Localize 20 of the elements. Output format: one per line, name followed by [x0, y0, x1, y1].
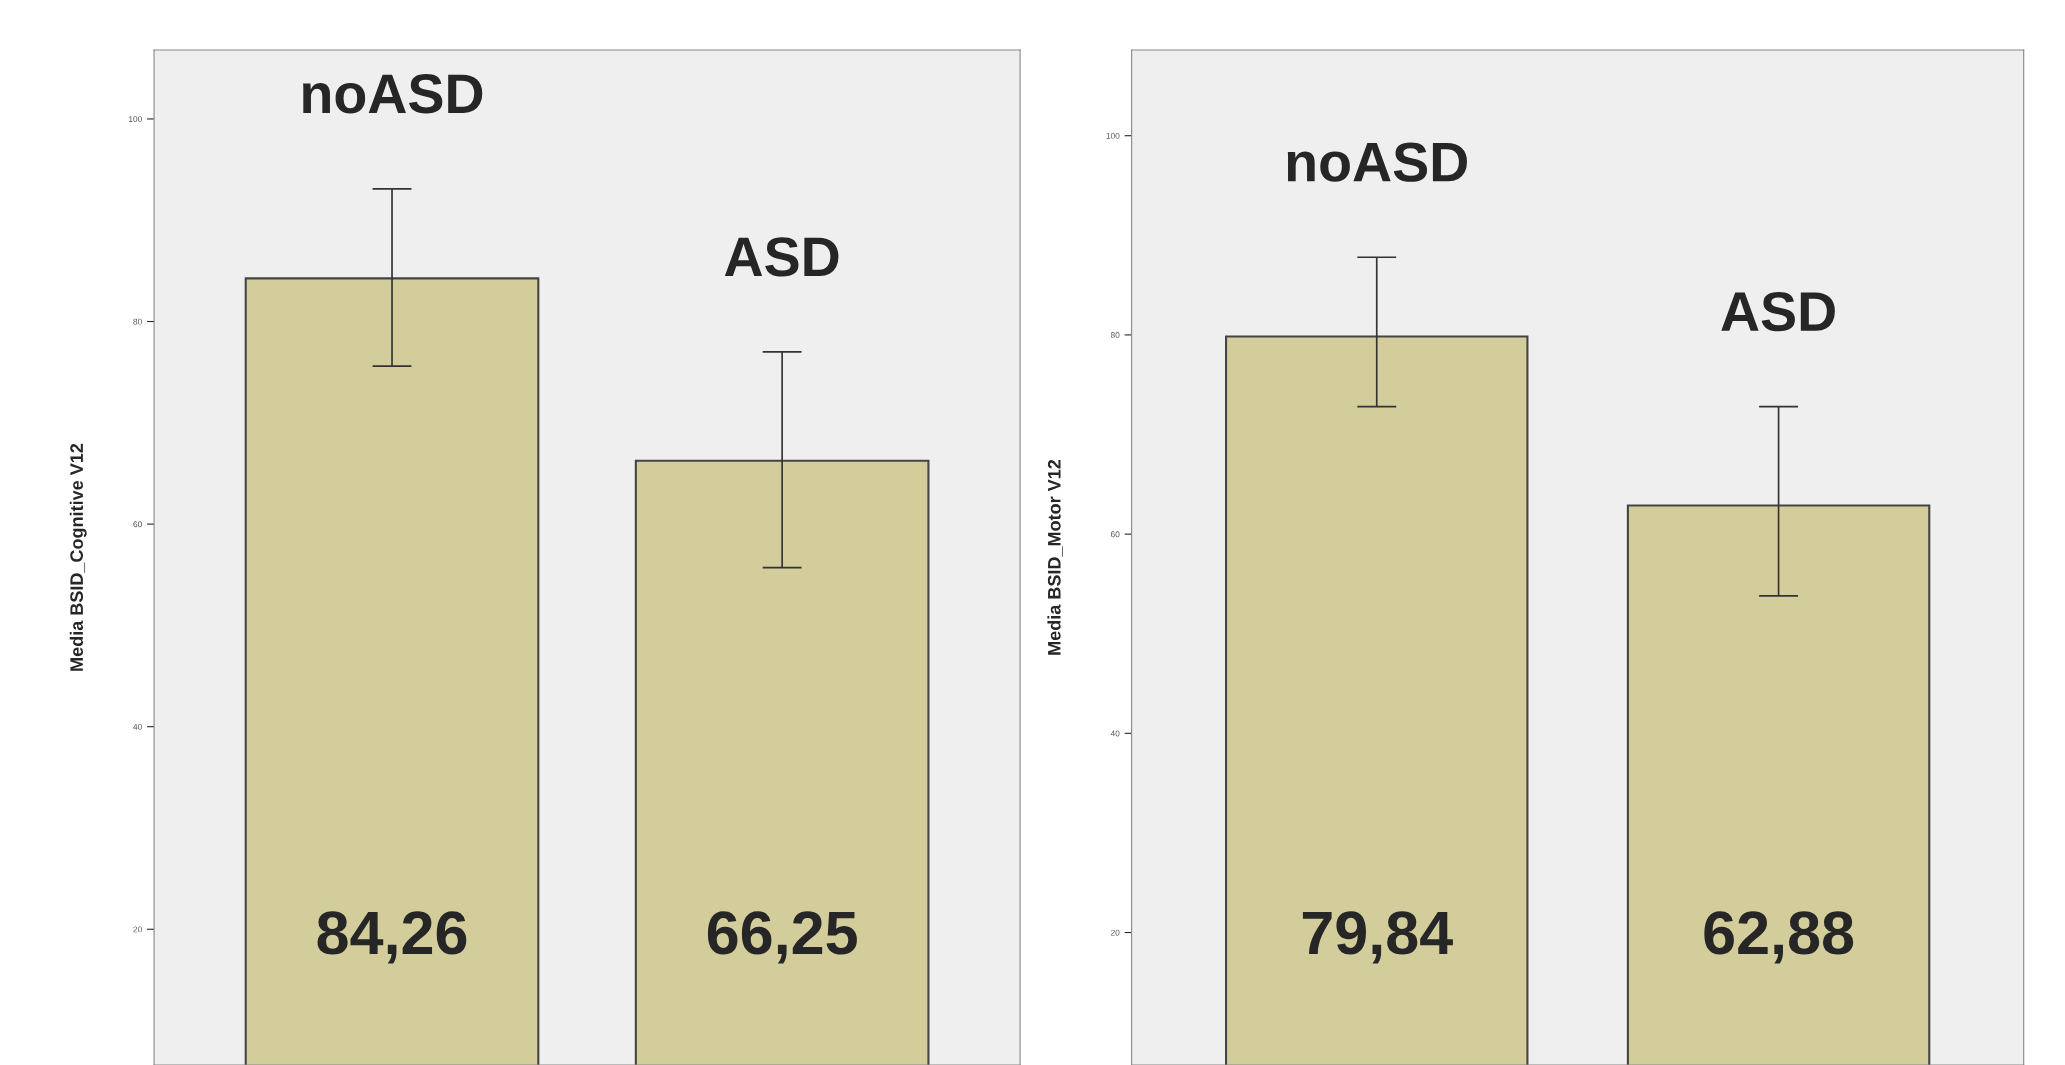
annotation: ASD — [724, 237, 839, 277]
y-tick-label: 40 — [1110, 730, 1120, 737]
y-tick-label: 40 — [133, 723, 142, 730]
y-tick-label: 20 — [133, 926, 142, 933]
data-label: 84,26 — [317, 911, 467, 964]
y-tick-label: 20 — [1110, 929, 1120, 936]
y-tick-label: 100 — [1106, 132, 1120, 139]
data-label: 79,84 — [1302, 911, 1453, 964]
annotation: ASD — [1721, 291, 1835, 332]
annotation: noASD — [1287, 142, 1467, 182]
y-tick-label: 60 — [133, 521, 142, 528]
y-tick-label: 60 — [1110, 531, 1120, 538]
y-axis-title: Media BSID_Cognitive V12 — [69, 443, 87, 671]
annotation: noASD — [303, 74, 483, 114]
y-tick-label: 100 — [128, 116, 142, 123]
y-tick-label: 80 — [1110, 332, 1120, 339]
data-label: 62,88 — [1704, 911, 1854, 964]
y-tick-label: 80 — [133, 318, 142, 325]
data-label: 66,25 — [707, 911, 857, 964]
y-axis-title: Media BSID_Motor V12 — [1047, 459, 1063, 655]
